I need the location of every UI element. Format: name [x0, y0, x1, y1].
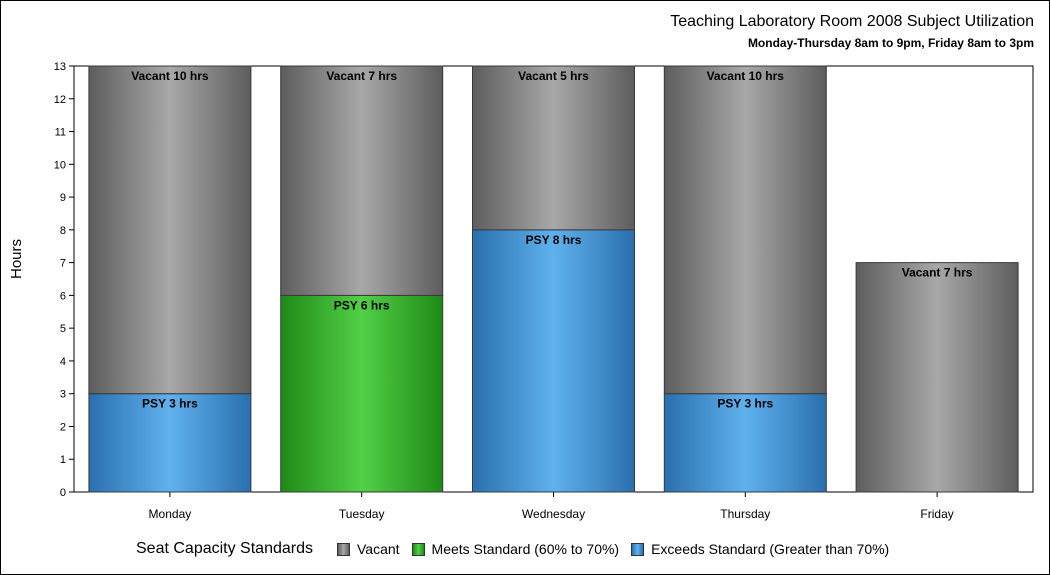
bar-segment-vacant — [855, 262, 1019, 493]
bar-segment-exceeds — [472, 229, 635, 493]
y-tick-label: 8 — [60, 225, 66, 237]
bar-segment-vacant — [280, 65, 444, 296]
legend-swatch-exceeds — [631, 542, 645, 556]
legend-swatch-vacant — [337, 542, 350, 556]
legend-label-exceeds: Exceeds Standard (Greater than 70%) — [651, 541, 890, 557]
y-tick-label: 4 — [60, 356, 66, 368]
bar-segment-exceeds — [663, 393, 827, 493]
y-tick-label: 5 — [60, 323, 66, 335]
legend-title: Seat Capacity Standards — [136, 540, 313, 557]
y-tick-label: 13 — [54, 61, 66, 73]
bar-segment-vacant — [472, 65, 635, 231]
x-tick-label: Monday — [149, 507, 192, 521]
legend-item-vacant: Vacant — [337, 541, 400, 557]
x-tick-label: Tuesday — [339, 507, 385, 521]
bar-data-label: PSY 6 hrs — [334, 298, 390, 312]
bar-segment-exceeds — [88, 393, 252, 493]
y-tick-label: 2 — [60, 421, 66, 433]
y-tick-label: 7 — [60, 258, 66, 270]
legend: Seat Capacity Standards Vacant Meets Sta… — [136, 540, 901, 558]
y-tick-label: 12 — [54, 94, 66, 106]
y-tick-label: 11 — [55, 127, 66, 139]
y-tick-label: 0 — [60, 487, 66, 499]
bar-data-label: PSY 3 hrs — [142, 397, 198, 411]
x-tick-label: Thursday — [720, 507, 770, 521]
y-tick-label: 6 — [60, 290, 66, 302]
bar-data-label: Vacant 10 hrs — [131, 69, 209, 83]
chart-bars — [88, 65, 1019, 493]
bar-data-label: PSY 8 hrs — [526, 233, 582, 247]
y-tick-label: 1 — [60, 454, 66, 466]
bar-segment-meets — [280, 294, 444, 493]
legend-label-meets: Meets Standard (60% to 70%) — [431, 541, 620, 557]
chart-subtitle: Monday-Thursday 8am to 9pm, Friday 8am t… — [747, 36, 1034, 50]
x-tick-label: Friday — [920, 507, 953, 521]
y-tick-label: 3 — [60, 389, 66, 401]
x-tick-label: Wednesday — [522, 507, 585, 521]
bar-data-label: Vacant 7 hrs — [902, 266, 973, 280]
bar-data-label: Vacant 5 hrs — [518, 69, 589, 83]
legend-label-vacant: Vacant — [357, 541, 400, 557]
chart-data-labels: PSY 3 hrs Vacant 10 hrs PSY 6 hrs Vacant 7 … — [131, 69, 973, 411]
bar-data-label: Vacant 7 hrs — [326, 69, 397, 83]
legend-item-meets: Meets Standard (60% to 70%) — [411, 541, 620, 557]
chart-title: Teaching Laboratory Room 2008 Subject Ut… — [670, 13, 1034, 30]
y-tick-label: 10 — [54, 159, 66, 171]
legend-swatch-meets — [411, 542, 425, 556]
bar-segment-vacant — [663, 65, 827, 395]
bar-data-label: Vacant 10 hrs — [707, 69, 785, 83]
y-tick-label: 9 — [60, 192, 66, 204]
bar-data-label: PSY 3 hrs — [717, 397, 773, 411]
bar-segment-vacant — [88, 65, 252, 395]
legend-item-exceeds: Exceeds Standard (Greater than 70%) — [631, 541, 889, 557]
